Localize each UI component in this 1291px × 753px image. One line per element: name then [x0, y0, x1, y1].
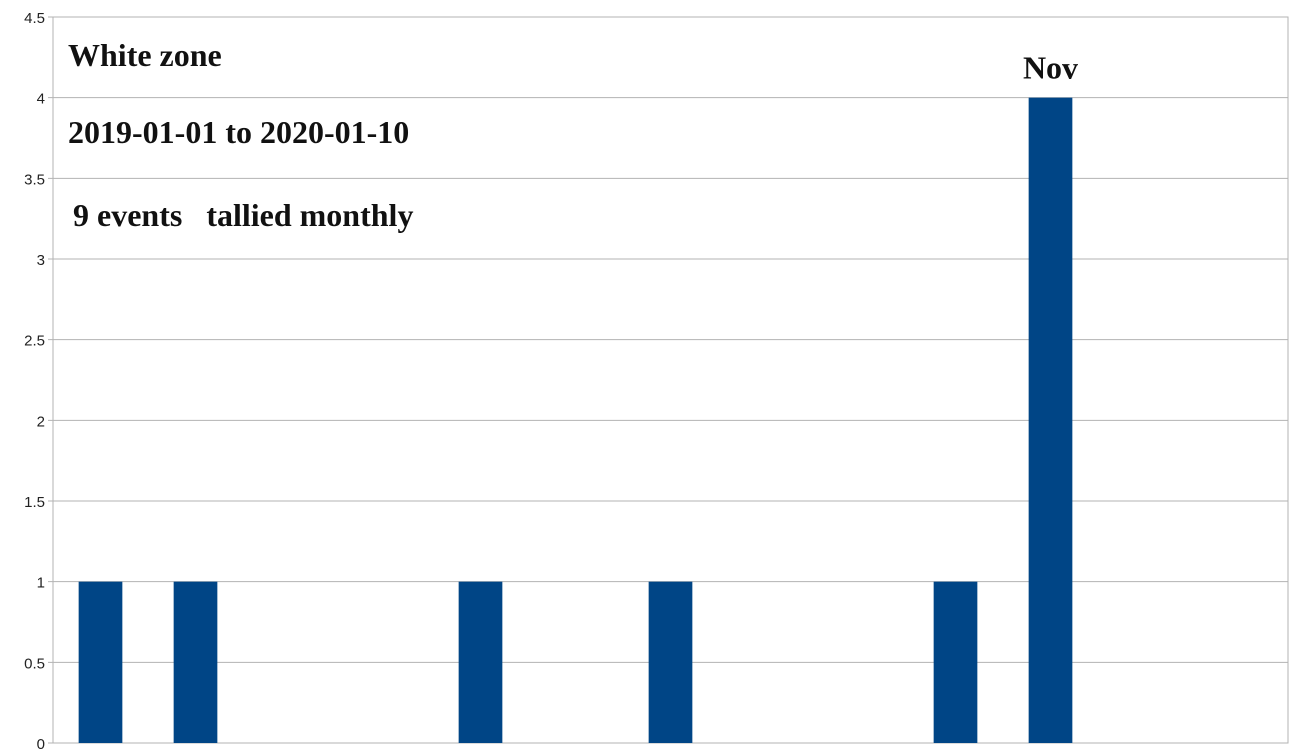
y-tick-label: 4.5	[24, 10, 45, 27]
bar-layer	[78, 97, 1073, 743]
y-tick-label: 1	[37, 575, 45, 592]
chart-subtitle: 2019-01-01 to 2020-01-10	[68, 114, 409, 150]
bar-jan-0	[78, 581, 123, 743]
bar-nov-10	[1028, 97, 1073, 743]
chart-annotation: 9 events tallied monthly	[73, 197, 413, 233]
bar-feb-1	[173, 581, 218, 743]
y-tick-label: 1.5	[24, 494, 45, 511]
bar-may-4	[458, 581, 503, 743]
bar-oct-9	[933, 581, 978, 743]
y-tick-label: 3.5	[24, 171, 45, 188]
chart-title: White zone	[68, 37, 222, 73]
y-tick-label: 0	[37, 736, 45, 753]
y-tick-label: 3	[37, 252, 45, 269]
bar-jul-6	[648, 581, 693, 743]
y-tick-label: 2	[37, 413, 45, 430]
y-tick-label: 2.5	[24, 333, 45, 350]
bar-highlight-label: Nov	[1023, 50, 1078, 86]
y-tick-label: 4	[37, 91, 45, 108]
y-tick-label: 0.5	[24, 655, 45, 672]
label-layer: 0 0.5 1 1.5 2 2.5 3 3.5 4 4.5 Nov	[24, 10, 1078, 753]
